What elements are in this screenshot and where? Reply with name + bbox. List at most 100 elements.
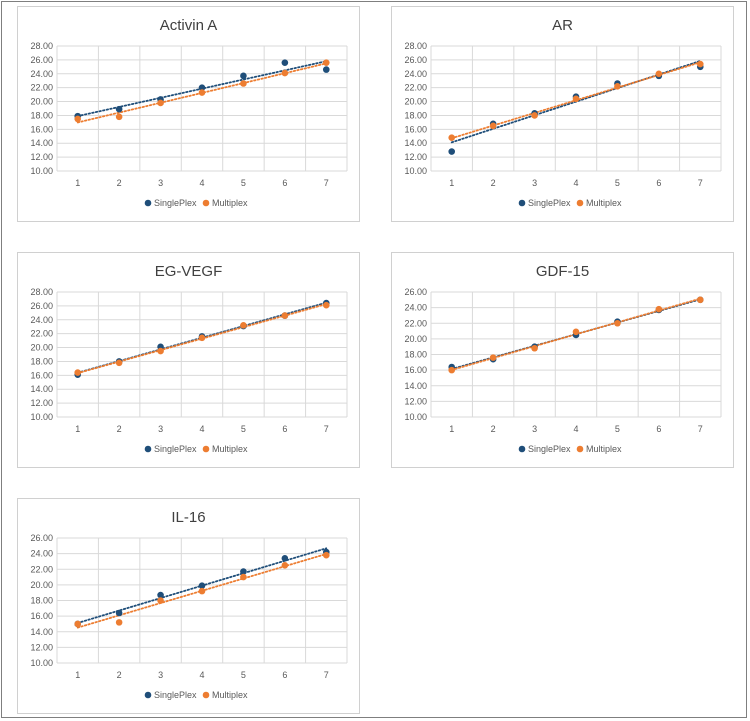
x-tick-label: 2 — [117, 178, 122, 188]
y-tick-label: 20.00 — [30, 343, 53, 353]
y-tick-label: 26.00 — [30, 533, 53, 543]
x-tick-label: 2 — [117, 424, 122, 434]
x-tick-label: 5 — [615, 178, 620, 188]
y-tick-label: 20.00 — [404, 334, 427, 344]
legend-marker-multiplex — [202, 199, 210, 207]
data-point-multiplex — [198, 89, 206, 96]
data-point-multiplex — [281, 312, 289, 319]
data-point-singleplex — [198, 84, 206, 91]
y-tick-label: 16.00 — [30, 124, 53, 134]
y-tick-label: 18.00 — [30, 110, 53, 120]
data-point-multiplex — [322, 301, 330, 309]
x-tick-label: 5 — [615, 424, 620, 434]
y-tick-label: 18.00 — [30, 356, 53, 366]
y-tick-label: 20.00 — [30, 97, 53, 107]
data-point-singleplex — [157, 591, 164, 599]
y-tick-label: 22.00 — [404, 83, 427, 93]
chart-panel-ar: AR 10.00 12.00 14.00 16.00 18.00 20.00 22.00 24… — [391, 6, 734, 222]
data-point-multiplex — [115, 619, 123, 626]
y-tick-label: 20.00 — [404, 97, 427, 107]
x-tick-label: 6 — [656, 424, 661, 434]
x-tick-label: 4 — [199, 424, 204, 434]
data-point-multiplex — [572, 95, 580, 103]
legend-label-multiplex: Multiplex — [212, 690, 248, 700]
chart-title: EG-VEGF — [154, 263, 223, 280]
chart-title: Activin A — [159, 17, 218, 34]
data-point-singleplex — [322, 66, 330, 73]
y-tick-label: 14.00 — [30, 627, 53, 637]
y-tick-label: 10.00 — [404, 166, 427, 176]
data-point-multiplex — [572, 328, 580, 336]
chart-panel-eg-vegf: EG-VEGF 10.00 12.00 14.00 16.00 18.00 20.00 22… — [17, 252, 360, 468]
data-point-multiplex — [115, 113, 123, 121]
x-tick-label: 7 — [324, 424, 329, 434]
data-point-multiplex — [74, 115, 82, 123]
legend-label-multiplex: Multiplex — [212, 198, 248, 208]
y-tick-label: 28.00 — [30, 41, 53, 51]
x-tick-label: 6 — [282, 424, 287, 434]
x-tick-label: 3 — [158, 670, 163, 680]
y-tick-label: 10.00 — [30, 166, 53, 176]
y-tick-label: 22.00 — [30, 564, 53, 574]
legend-marker-multiplex — [576, 199, 584, 207]
y-tick-label: 12.00 — [30, 398, 53, 408]
data-point-multiplex — [489, 122, 497, 130]
y-tick-label: 12.00 — [404, 152, 427, 162]
y-tick-label: 14.00 — [404, 381, 427, 391]
data-point-multiplex — [322, 551, 330, 559]
y-tick-label: 14.00 — [404, 138, 427, 148]
data-point-multiplex — [198, 334, 206, 342]
x-tick-label: 3 — [158, 178, 163, 188]
x-tick-label: 1 — [449, 178, 454, 188]
y-tick-label: 16.00 — [30, 370, 53, 380]
y-tick-label: 24.00 — [30, 69, 53, 79]
data-point-multiplex — [448, 134, 456, 141]
data-point-multiplex — [531, 344, 538, 352]
x-tick-label: 2 — [491, 178, 496, 188]
x-tick-label: 4 — [199, 178, 204, 188]
data-point-multiplex — [281, 562, 289, 569]
chart-plot-activin-a: 10.00 12.00 14.00 16.00 18.00 20.00 22.00 24.00… — [30, 41, 348, 208]
x-tick-label: 6 — [656, 178, 661, 188]
legend-label-multiplex: Multiplex — [586, 444, 622, 454]
y-tick-label: 14.00 — [30, 138, 53, 148]
x-tick-label: 5 — [241, 178, 246, 188]
data-point-multiplex — [157, 99, 164, 107]
data-point-multiplex — [240, 322, 247, 329]
legend-label-singleplex: SinglePlex — [154, 690, 197, 700]
legend-marker-singleplex — [144, 199, 152, 207]
x-tick-label: 7 — [698, 178, 703, 188]
y-tick-label: 22.00 — [404, 318, 427, 328]
legend-label-singleplex: SinglePlex — [528, 198, 571, 208]
y-tick-label: 18.00 — [404, 110, 427, 120]
y-tick-label: 16.00 — [404, 124, 427, 134]
y-tick-label: 26.00 — [30, 301, 53, 311]
y-tick-label: 24.00 — [404, 303, 427, 313]
x-tick-label: 6 — [282, 670, 287, 680]
data-point-multiplex — [696, 60, 704, 68]
legend-marker-singleplex — [144, 445, 152, 453]
legend-marker-multiplex — [202, 691, 210, 699]
y-tick-label: 24.00 — [404, 69, 427, 79]
data-point-multiplex — [322, 59, 330, 66]
legend-label-multiplex: Multiplex — [212, 444, 248, 454]
x-tick-label: 5 — [241, 424, 246, 434]
x-tick-label: 7 — [324, 670, 329, 680]
chart-plot-il-16: 10.00 12.00 14.00 16.00 18.00 20.00 22.00 24.00… — [30, 533, 348, 700]
legend-label-singleplex: SinglePlex — [154, 198, 197, 208]
x-tick-label: 7 — [324, 178, 329, 188]
data-point-multiplex — [240, 573, 247, 581]
y-tick-label: 22.00 — [30, 329, 53, 339]
legend-marker-singleplex — [144, 691, 152, 699]
y-tick-label: 12.00 — [30, 152, 53, 162]
data-point-multiplex — [696, 296, 704, 304]
y-tick-label: 28.00 — [404, 41, 427, 51]
data-point-multiplex — [74, 369, 82, 376]
legend-marker-multiplex — [202, 445, 210, 453]
data-point-singleplex — [281, 555, 289, 562]
x-tick-label: 2 — [491, 424, 496, 434]
y-tick-label: 24.00 — [30, 315, 53, 325]
chart-panel-gdf-15: GDF-15 10.00 12.00 14.00 16.00 18.00 20.00 22.… — [391, 252, 734, 468]
x-tick-label: 4 — [199, 670, 204, 680]
x-tick-label: 1 — [75, 424, 80, 434]
